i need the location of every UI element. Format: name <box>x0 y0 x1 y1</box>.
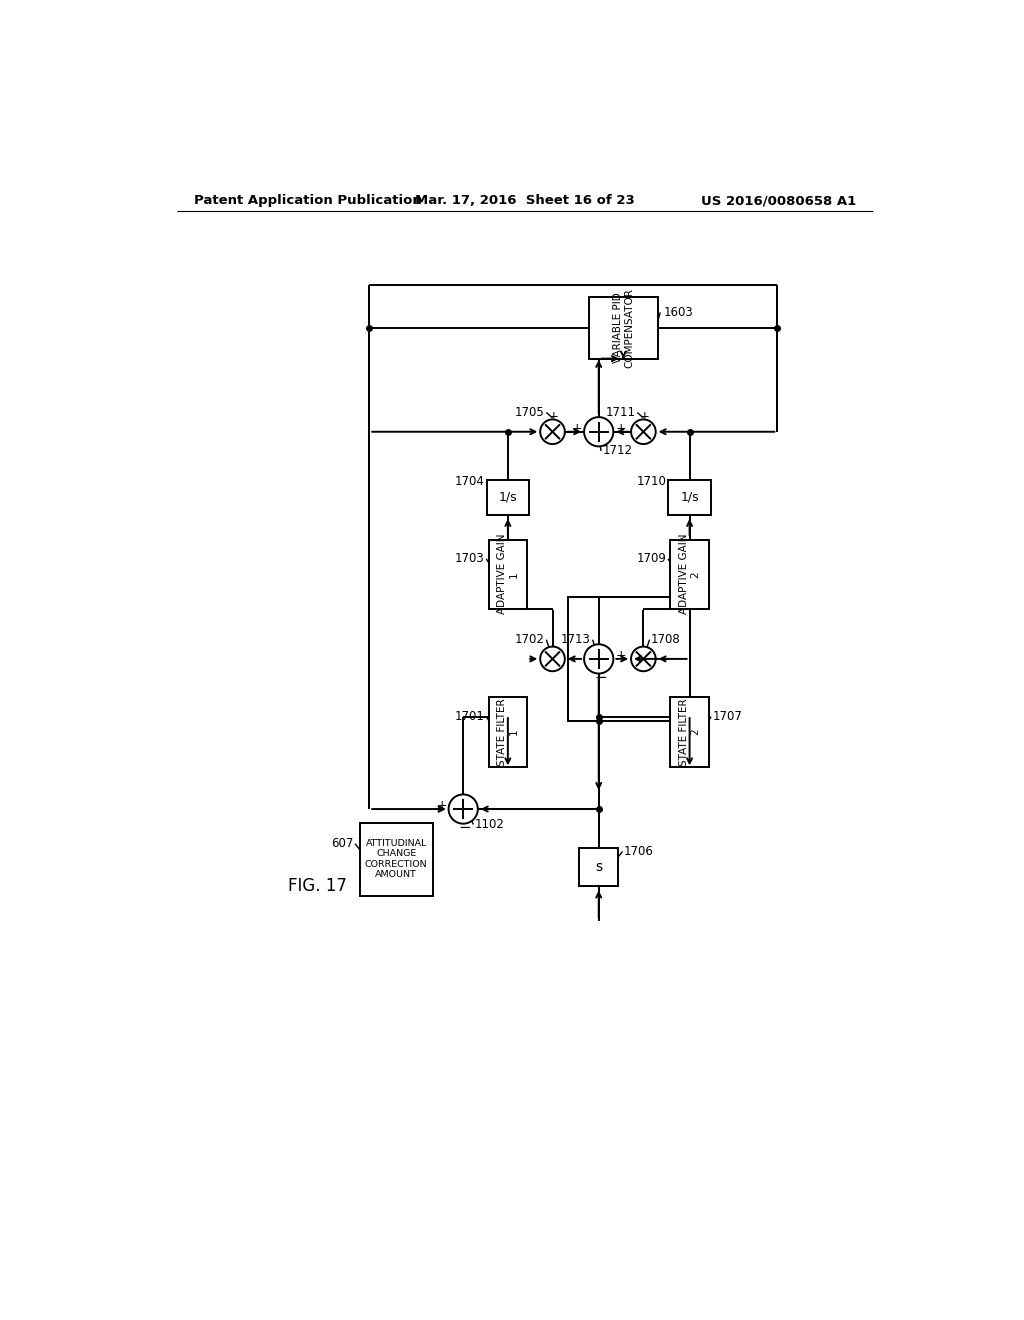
Text: 1702: 1702 <box>515 634 545 647</box>
Text: ATTITUDINAL
CHANGE
CORRECTION
AMOUNT: ATTITUDINAL CHANGE CORRECTION AMOUNT <box>365 840 428 879</box>
Bar <box>669 480 711 515</box>
Text: 1/s: 1/s <box>680 491 699 504</box>
Text: VARIABLE PID
COMPENSATOR: VARIABLE PID COMPENSATOR <box>612 288 634 368</box>
Text: 1/s: 1/s <box>499 491 517 504</box>
Text: Mar. 17, 2016  Sheet 16 of 23: Mar. 17, 2016 Sheet 16 of 23 <box>415 194 635 207</box>
Text: 1701: 1701 <box>455 710 484 723</box>
Text: −: − <box>595 669 607 685</box>
Circle shape <box>449 795 478 824</box>
Circle shape <box>584 417 613 446</box>
Bar <box>568 597 689 721</box>
Bar <box>488 697 527 767</box>
Text: +: + <box>615 649 627 663</box>
Text: STATE FILTER
2: STATE FILTER 2 <box>679 698 700 766</box>
Bar <box>671 540 709 609</box>
Text: 1712: 1712 <box>602 445 633 458</box>
Bar <box>486 480 529 515</box>
Text: 1713: 1713 <box>561 634 591 647</box>
Text: FIG. 17: FIG. 17 <box>289 876 347 895</box>
Circle shape <box>541 647 565 672</box>
Text: 1603: 1603 <box>665 306 694 319</box>
Text: +: + <box>615 422 627 436</box>
Circle shape <box>584 644 613 673</box>
Text: +: + <box>549 409 559 422</box>
Text: 1707: 1707 <box>713 710 742 723</box>
Text: s: s <box>595 859 602 874</box>
Bar <box>671 697 709 767</box>
Text: 1703: 1703 <box>455 552 484 565</box>
Text: +: + <box>571 422 582 436</box>
Text: 1709: 1709 <box>637 552 667 565</box>
Text: ADAPTIVE GAIN
1: ADAPTIVE GAIN 1 <box>497 535 519 614</box>
Bar <box>359 822 433 896</box>
Text: −: − <box>459 820 471 836</box>
Text: 1706: 1706 <box>625 845 654 858</box>
Circle shape <box>541 420 565 444</box>
Text: ADAPTIVE GAIN
2: ADAPTIVE GAIN 2 <box>679 535 700 614</box>
Bar <box>589 297 658 359</box>
Text: STATE FILTER
1: STATE FILTER 1 <box>497 698 519 766</box>
Text: 607: 607 <box>331 837 353 850</box>
Text: 1710: 1710 <box>637 475 667 488</box>
Text: 1708: 1708 <box>651 634 681 647</box>
Circle shape <box>631 420 655 444</box>
Text: 1704: 1704 <box>455 475 484 488</box>
Text: US 2016/0080658 A1: US 2016/0080658 A1 <box>700 194 856 207</box>
Bar <box>580 847 617 886</box>
Text: 1711: 1711 <box>605 407 636 418</box>
Text: Patent Application Publication: Patent Application Publication <box>194 194 422 207</box>
Text: +: + <box>640 409 650 422</box>
Circle shape <box>631 647 655 672</box>
Text: 1102: 1102 <box>475 818 505 832</box>
Text: 1705: 1705 <box>515 407 545 418</box>
Bar <box>488 540 527 609</box>
Text: +: + <box>436 800 447 813</box>
